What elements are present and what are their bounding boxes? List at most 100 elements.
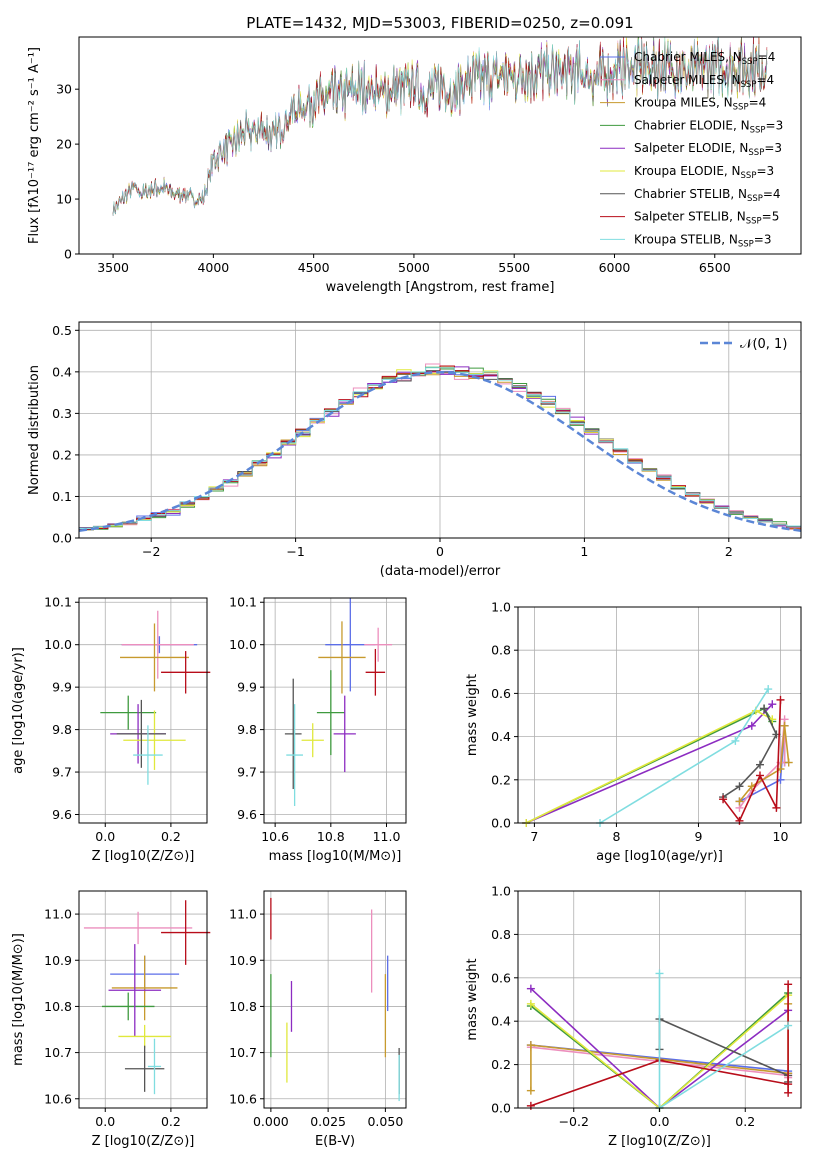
legend-tail: =3 [754,232,772,246]
xtick-label: 0 [436,544,444,559]
ticks: −0.2 0.0 0.2 0.0 0.2 0.4 0.6 0.8 1.0 [491,884,755,1130]
ytick-label: 9.8 [52,722,72,737]
x-axis-label: Z [log10(Z/Z⊙)] [92,1134,195,1149]
ytick-label: 30 [56,82,72,97]
axes-frame [517,606,802,824]
grid [264,891,406,1108]
ytick-label: 9.8 [237,722,257,737]
weight-marker [655,969,664,978]
weight-line [525,709,773,824]
ytick-label: 1.0 [491,600,511,615]
ytick-label: 10.7 [229,1045,257,1060]
legend-tail: =4 [749,96,767,110]
errorbar-point [116,699,166,768]
errorbar-point [83,911,193,945]
errorbar-point [121,610,194,679]
ytick-label: 0.8 [491,927,511,942]
xtick-label: 0.0 [95,1114,115,1129]
ticks: 0.0 0.2 10.6 10.7 10.8 10.9 11.0 [44,907,181,1129]
ytick-label: 0.4 [491,729,511,744]
xtick-label: 2 [725,544,733,559]
errorbar-point [108,944,162,1037]
errorbar-point [316,670,345,756]
errorbar-point [301,723,324,758]
legend-sub: SSP [738,239,754,249]
ticks: −2 −1 0 1 2 0.0 0.1 0.2 0.3 0.4 0.5 [52,323,733,559]
legend-entry: Salpeter STELIB, NSSP=5 [634,210,779,227]
weight-marker [526,1086,535,1095]
chart-weight_vs_Z: −0.2 0.0 0.2 0.0 0.2 0.4 0.6 0.8 1.0 Z [log10(Z/Z… [465,884,802,1149]
ytick-label: 10.1 [44,595,72,610]
ytick-label: 11.0 [229,907,257,922]
x-axis-label: E(B-V) [315,1134,355,1149]
xtick-label: 0.000 [253,1114,289,1129]
legend-sub: SSP [747,194,763,204]
ytick-label: 0.5 [52,323,72,338]
xtick-label: 5000 [398,260,430,275]
legend-entry: Kroupa MILES, NSSP=4 [634,96,766,113]
legend-sub: SSP [748,148,764,158]
axes-frame [78,890,208,1109]
xtick-label: 0.2 [161,829,181,844]
ytick-label: 0.6 [491,686,511,701]
ticks: 7 8 9 10 0.0 0.2 0.4 0.6 0.8 1.0 [491,600,788,845]
axes-frame [263,890,407,1109]
x-axis-label: age [log10(age/yr)] [596,849,723,864]
weight-marker [760,704,769,713]
weight-marker [776,695,785,704]
ticks: 3500 4000 4500 5000 5500 6000 6500 0 10 20 30 [56,82,731,275]
plot-area [83,900,211,1095]
weight-marker [784,1088,793,1097]
weight-marker [755,760,764,769]
weight-marker [768,700,777,709]
x-axis-label: Z [log10(Z/Z⊙)] [92,849,195,864]
errorbar-point [111,955,178,1021]
weight-marker [735,782,744,791]
ytick-label: 10.6 [44,1091,72,1106]
x-axis-label: wavelength [Angstrom, rest frame] [326,280,555,295]
ytick-label: 0.2 [491,772,511,787]
ytick-label: 0.6 [491,970,511,985]
plot-area [526,969,793,1112]
weight-marker [784,1021,793,1030]
legend-entry: Salpeter ELODIE, NSSP=3 [634,141,782,158]
xtick-label: 0.2 [161,1114,181,1129]
ytick-label: 10.7 [44,1045,72,1060]
plot-area [100,610,211,785]
legend: Chabrier MILES, NSSP=4 Salpeter MILES, NS… [600,50,783,249]
xtick-label: 4000 [197,260,229,275]
errorbar-point [318,621,366,694]
plot-area [270,897,400,1102]
weight-marker [719,795,728,804]
y-axis-label: age [log10(age/yr)] [11,647,26,774]
xtick-label: 7 [530,829,538,844]
errorbar-point [147,1038,162,1095]
ytick-label: 9.6 [237,807,257,822]
legend-tail: =3 [766,118,784,132]
legend-entry: Kroupa ELODIE, NSSP=3 [634,164,774,181]
ticks: 10.6 10.8 11.0 9.6 9.7 9.8 9.9 10.0 10.1 [229,595,400,844]
legend-entry: Kroupa STELIB, NSSP=3 [634,232,772,249]
xtick-label: 0.0 [95,829,115,844]
axes-frame [78,597,208,824]
legend-tail: =4 [756,73,774,87]
legend-sub: SSP [746,217,762,227]
axes-frame [263,597,407,824]
ytick-label: 9.7 [52,765,72,780]
legend-entry: 𝒩(0, 1) [740,337,787,352]
weight-marker [764,685,773,694]
legend-tail: =5 [762,210,780,224]
xtick-label: 0.025 [310,1114,346,1129]
ytick-label: 10.6 [229,1091,257,1106]
weight-marker [526,999,535,1008]
figure-title: PLATE=1432, MJD=53003, FIBERID=0250, z=0… [246,14,633,32]
weight-marker [784,1080,793,1089]
weight-marker [735,816,744,825]
weight-marker [526,1041,535,1050]
chart-residuals: −2 −1 0 1 2 0.0 0.1 0.2 0.3 0.4 0.5 (data-model)/er… [27,321,802,579]
legend-entry: Chabrier ELODIE, NSSP=3 [634,118,783,135]
legend-entry: Chabrier STELIB, NSSP=4 [634,187,781,204]
legend: 𝒩(0, 1) [700,337,787,352]
ytick-label: 0.0 [52,531,72,546]
errorbar-point [123,710,186,770]
